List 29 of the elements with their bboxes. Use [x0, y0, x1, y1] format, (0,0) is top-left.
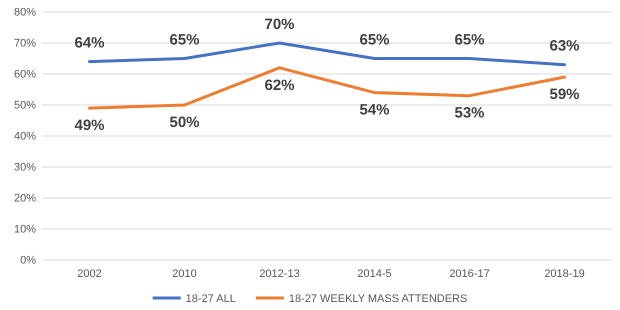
data-label: 62%	[264, 76, 295, 94]
y-tick-label: 10%	[14, 224, 36, 236]
data-label: 63%	[549, 38, 580, 55]
y-tick-label: 60%	[14, 68, 36, 81]
x-tick-label: 2018-19	[544, 268, 585, 280]
data-label: 70%	[264, 16, 295, 33]
x-tick-label: 2010	[172, 268, 197, 280]
x-tick-label: 2014-5	[357, 268, 392, 280]
legend-label: 18-27 WEEKLY MASS ATTENDERS	[288, 293, 468, 305]
y-tick-label: 80%	[14, 6, 36, 19]
data-label: 65%	[169, 32, 200, 48]
data-label: 53%	[454, 104, 485, 122]
y-tick-label: 70%	[14, 38, 36, 50]
y-tick-label: 50%	[14, 100, 36, 112]
data-label: 50%	[169, 114, 200, 131]
data-label: 65%	[359, 32, 390, 48]
y-tick-label: 40%	[14, 130, 36, 143]
data-label: 65%	[454, 32, 485, 48]
legend-label: 18-27 ALL	[186, 293, 236, 305]
y-tick-label: 30%	[14, 162, 36, 174]
data-label: 49%	[74, 117, 105, 134]
y-tick-label: 20%	[14, 192, 36, 205]
x-tick-label: 2002	[77, 268, 102, 280]
x-tick-label: 2016-17	[449, 268, 490, 280]
y-tick-label: 0%	[20, 254, 36, 267]
data-label: 59%	[549, 86, 580, 104]
x-tick-label: 2012-13	[259, 268, 300, 280]
data-label: 54%	[359, 102, 390, 119]
data-label: 64%	[74, 34, 105, 52]
